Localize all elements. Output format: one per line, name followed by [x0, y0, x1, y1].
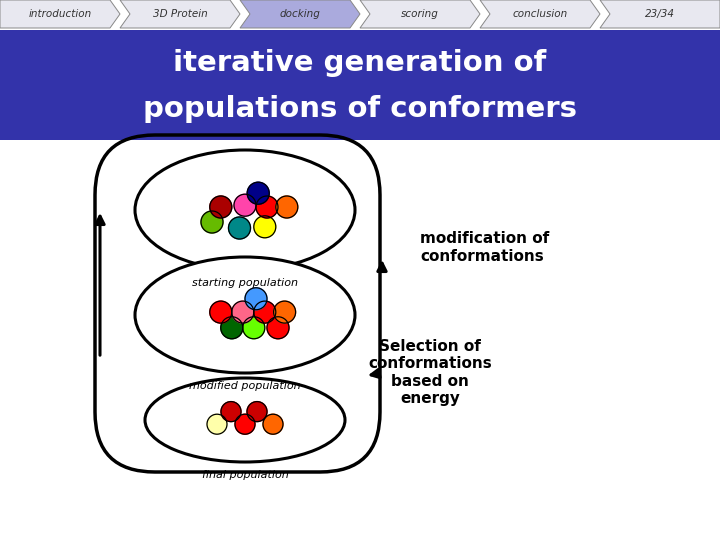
Text: modified population: modified population [189, 381, 301, 391]
Text: 23/34: 23/34 [645, 9, 675, 19]
Text: introduction: introduction [28, 9, 91, 19]
Circle shape [253, 301, 276, 323]
Polygon shape [120, 0, 240, 28]
Polygon shape [600, 0, 720, 28]
Text: Selection of
conformations
based on
energy: Selection of conformations based on ener… [368, 339, 492, 406]
Circle shape [267, 317, 289, 339]
Circle shape [274, 301, 296, 323]
Circle shape [253, 216, 276, 238]
Text: iterative generation of: iterative generation of [174, 49, 546, 77]
Circle shape [228, 217, 251, 239]
Ellipse shape [145, 378, 345, 462]
Circle shape [207, 414, 227, 434]
Text: modification of
conformations: modification of conformations [420, 231, 549, 264]
FancyBboxPatch shape [0, 30, 720, 140]
Circle shape [245, 288, 267, 310]
Circle shape [221, 402, 241, 422]
Circle shape [276, 196, 298, 218]
Circle shape [210, 301, 232, 323]
Circle shape [235, 414, 255, 434]
Text: starting population: starting population [192, 278, 298, 288]
Ellipse shape [135, 150, 355, 270]
Circle shape [232, 301, 254, 323]
Circle shape [234, 194, 256, 216]
Text: docking: docking [279, 9, 320, 19]
Circle shape [210, 196, 232, 218]
Text: populations of conformers: populations of conformers [143, 95, 577, 123]
Text: scoring: scoring [401, 9, 439, 19]
Polygon shape [360, 0, 480, 28]
Circle shape [221, 317, 243, 339]
Circle shape [247, 402, 267, 422]
Ellipse shape [135, 257, 355, 373]
Text: final population: final population [202, 470, 289, 480]
Circle shape [263, 414, 283, 434]
Circle shape [243, 317, 265, 339]
Circle shape [247, 182, 269, 204]
Circle shape [201, 211, 223, 233]
Text: conclusion: conclusion [513, 9, 567, 19]
Circle shape [256, 196, 278, 218]
Polygon shape [240, 0, 360, 28]
Text: 3D Protein: 3D Protein [153, 9, 207, 19]
Polygon shape [0, 0, 120, 28]
Polygon shape [480, 0, 600, 28]
